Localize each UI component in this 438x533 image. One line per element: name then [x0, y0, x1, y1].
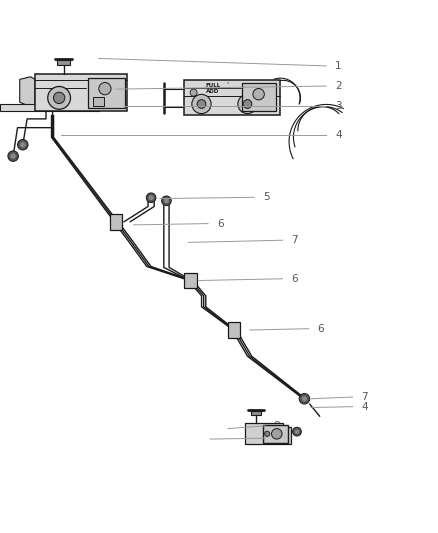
- FancyBboxPatch shape: [184, 80, 280, 115]
- Circle shape: [53, 92, 65, 103]
- Text: 7: 7: [361, 392, 368, 402]
- Circle shape: [162, 196, 171, 206]
- Circle shape: [299, 393, 310, 404]
- Circle shape: [190, 89, 197, 96]
- Text: 6: 6: [291, 274, 298, 284]
- Circle shape: [99, 83, 111, 95]
- Text: ADD: ADD: [206, 90, 219, 94]
- Bar: [57, 60, 70, 65]
- Circle shape: [18, 140, 28, 150]
- Polygon shape: [0, 104, 99, 111]
- Circle shape: [265, 431, 270, 437]
- Text: 9: 9: [274, 433, 280, 443]
- Circle shape: [192, 94, 211, 114]
- Text: °: °: [227, 82, 230, 87]
- Circle shape: [48, 86, 71, 109]
- Circle shape: [148, 195, 153, 200]
- Circle shape: [295, 430, 299, 434]
- Polygon shape: [20, 77, 35, 107]
- Bar: [228, 322, 240, 338]
- Text: 2: 2: [335, 81, 342, 91]
- Circle shape: [8, 151, 18, 161]
- Text: 4: 4: [361, 402, 368, 411]
- Circle shape: [272, 429, 282, 439]
- Text: 4: 4: [335, 130, 342, 140]
- Circle shape: [146, 193, 156, 203]
- FancyBboxPatch shape: [242, 83, 276, 111]
- Bar: [110, 214, 122, 230]
- Circle shape: [164, 198, 169, 203]
- Circle shape: [11, 154, 16, 159]
- Text: 6: 6: [217, 219, 223, 229]
- Text: 1: 1: [335, 61, 342, 71]
- Text: 7: 7: [291, 235, 298, 245]
- Text: 5: 5: [263, 192, 269, 203]
- Circle shape: [253, 88, 265, 100]
- Circle shape: [293, 427, 301, 436]
- Circle shape: [197, 100, 206, 108]
- Polygon shape: [245, 423, 291, 444]
- Text: 3: 3: [335, 101, 342, 111]
- FancyBboxPatch shape: [263, 425, 288, 443]
- FancyBboxPatch shape: [88, 78, 125, 108]
- Circle shape: [238, 94, 257, 114]
- Circle shape: [20, 142, 25, 147]
- Bar: [93, 97, 104, 106]
- Text: 6: 6: [318, 324, 324, 334]
- Text: FULL: FULL: [206, 83, 221, 88]
- Text: 8: 8: [274, 421, 280, 431]
- Circle shape: [302, 396, 307, 401]
- Bar: [184, 273, 197, 288]
- Bar: [251, 410, 261, 415]
- FancyBboxPatch shape: [35, 74, 127, 111]
- Circle shape: [243, 100, 252, 108]
